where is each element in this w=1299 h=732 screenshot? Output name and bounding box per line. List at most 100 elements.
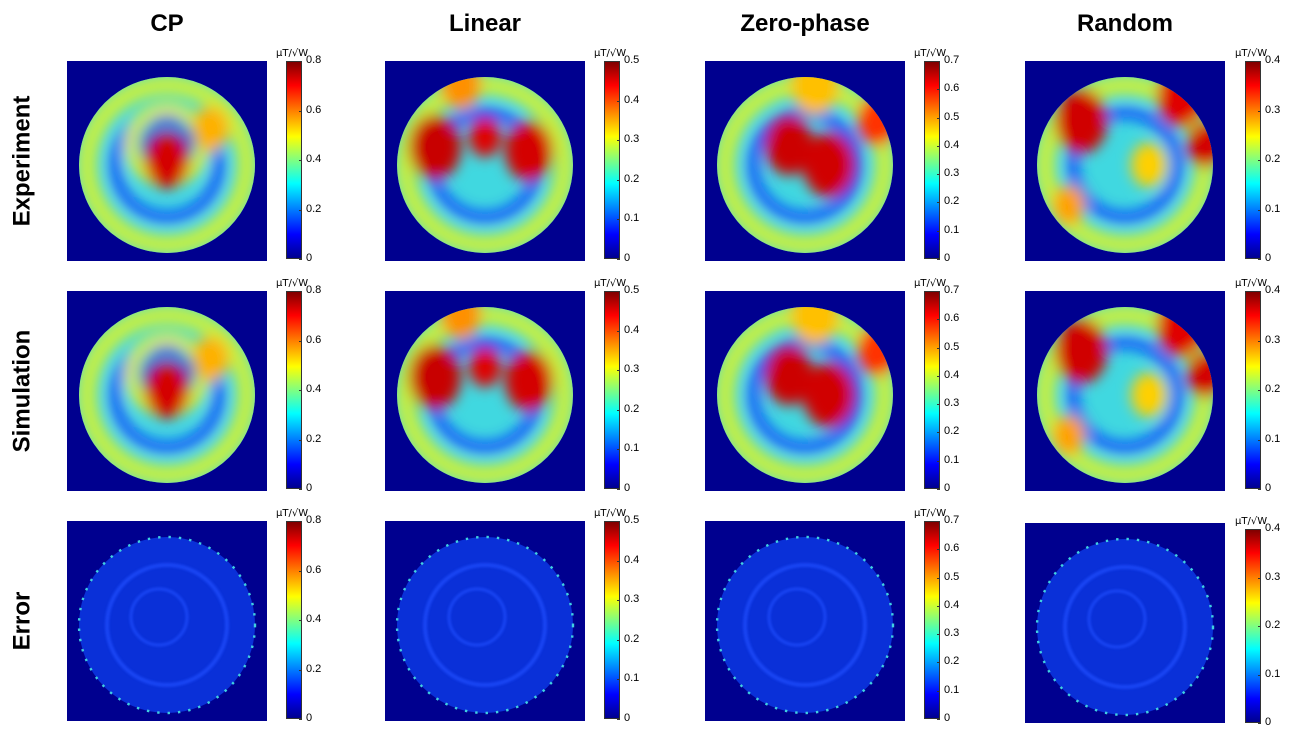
colorbar-tick-label: 0.2 (944, 655, 960, 667)
colorbar-tick-mark (937, 404, 940, 405)
colorbar-unit-label: μT/√W (276, 278, 309, 289)
colorbar-tick-label: 0.1 (1265, 203, 1281, 215)
colorbar-tick-label: 0.2 (944, 425, 960, 437)
colorbar-tick-mark (1258, 291, 1261, 292)
colorbar-tick-label: 0.4 (944, 139, 960, 151)
colorbar-unit-label: μT/√W (1235, 278, 1268, 289)
colorbar-unit-label: μT/√W (594, 508, 627, 519)
colorbar-tick-mark (1258, 259, 1261, 260)
heatmap-zero-phase-error (705, 521, 905, 721)
colorbar-tick-mark (937, 348, 940, 349)
colorbar-tick-mark (937, 461, 940, 462)
colorbar-tick-label: 0.1 (944, 454, 960, 466)
colorbar-tick-mark (937, 432, 940, 433)
colorbar-tick-label: 0.5 (944, 571, 960, 583)
heatmap-linear-error (385, 521, 585, 721)
colorbar-tick-label: 0.6 (306, 564, 322, 576)
colorbar-linear-experiment (604, 61, 620, 259)
colorbar-tick-mark (937, 259, 940, 260)
colorbar-tick-mark (617, 370, 620, 371)
colorbar-tick-label: 0.6 (944, 542, 960, 554)
colorbar-tick-mark (1258, 61, 1261, 62)
heatmap-random-experiment (1025, 61, 1225, 261)
colorbar-tick-label: 0.4 (306, 153, 322, 165)
colorbar-tick-mark (937, 174, 940, 175)
colorbar-tick-mark (617, 449, 620, 450)
colorbar-tick-mark (617, 410, 620, 411)
colorbar-tick-mark (937, 202, 940, 203)
colorbar-tick-label: 0.4 (1265, 54, 1281, 66)
colorbar-tick-mark (617, 561, 620, 562)
colorbar-tick-label: 0.7 (944, 284, 960, 296)
colorbar-tick-label: 0.4 (1265, 284, 1281, 296)
colorbar-tick-mark (617, 719, 620, 720)
colorbar-tick-mark (1258, 341, 1261, 342)
colorbar-tick-mark (299, 341, 302, 342)
colorbar-tick-label: 0.3 (944, 627, 960, 639)
colorbar-tick-label: 0.2 (306, 203, 322, 215)
colorbar-tick-label: 0.4 (624, 94, 640, 106)
colorbar-tick-label: 0.1 (944, 684, 960, 696)
colorbar-tick-mark (299, 291, 302, 292)
colorbar-tick-label: 0.6 (306, 104, 322, 116)
colorbar-tick-label: 0.5 (624, 54, 640, 66)
colorbar-tick-label: 0.6 (306, 334, 322, 346)
colorbar-tick-mark (937, 662, 940, 663)
colorbar-tick-mark (937, 634, 940, 635)
colorbar-tick-mark (617, 521, 620, 522)
colorbar-tick-mark (937, 719, 940, 720)
colorbar-tick-label: 0.1 (624, 672, 640, 684)
heatmap-cp-experiment (67, 61, 267, 261)
colorbar-tick-mark (299, 719, 302, 720)
colorbar-tick-mark (1258, 723, 1261, 724)
colorbar-tick-mark (937, 489, 940, 490)
colorbar-tick-label: 0.2 (944, 195, 960, 207)
colorbar-unit-label: μT/√W (594, 278, 627, 289)
column-title-zero-phase: Zero-phase (740, 10, 870, 37)
error-rim (715, 535, 895, 715)
colorbar-tick-mark (299, 390, 302, 391)
error-rim (395, 535, 575, 715)
colorbar-tick-mark (937, 521, 940, 522)
colorbar-tick-label: 0.2 (624, 173, 640, 185)
colorbar-tick-label: 0.1 (624, 442, 640, 454)
colorbar-tick-label: 0.3 (1265, 571, 1281, 583)
colorbar-tick-label: 0.3 (624, 133, 640, 145)
colorbar-linear-simulation (604, 291, 620, 489)
heatmap-random-error (1025, 523, 1225, 723)
colorbar-tick-label: 0 (1265, 482, 1272, 494)
error-rim (77, 535, 257, 715)
colorbar-tick-mark (937, 376, 940, 377)
colorbar-tick-label: 0.4 (306, 613, 322, 625)
colorbar-tick-mark (299, 210, 302, 211)
colorbar-tick-label: 0 (944, 712, 951, 724)
colorbar-tick-mark (937, 549, 940, 550)
colorbar-tick-label: 0.6 (944, 312, 960, 324)
colorbar-tick-label: 0.5 (944, 341, 960, 353)
colorbar-tick-mark (299, 440, 302, 441)
row-label-experiment: Experiment (7, 95, 35, 227)
colorbar-tick-label: 0.8 (306, 514, 322, 526)
heatmap-random-simulation (1025, 291, 1225, 491)
colorbar-tick-mark (937, 691, 940, 692)
colorbar-tick-label: 0.2 (1265, 619, 1281, 631)
colorbar-tick-label: 0 (944, 252, 951, 264)
colorbar-tick-mark (299, 61, 302, 62)
colorbar-unit-label: μT/√W (276, 48, 309, 59)
colorbar-tick-label: 0.4 (944, 369, 960, 381)
colorbar-unit-label: μT/√W (914, 508, 947, 519)
column-title-random: Random (1077, 10, 1173, 37)
colorbar-tick-mark (299, 571, 302, 572)
colorbar-tick-mark (1258, 210, 1261, 211)
colorbar-tick-label: 0.3 (944, 167, 960, 179)
colorbar-tick-mark (299, 160, 302, 161)
colorbar-tick-mark (937, 118, 940, 119)
colorbar-tick-label: 0.2 (1265, 383, 1281, 395)
heatmap-zero-phase-simulation (705, 291, 905, 491)
colorbar-tick-label: 0.1 (624, 212, 640, 224)
colorbar-tick-mark (1258, 440, 1261, 441)
colorbar-tick-label: 0.8 (306, 54, 322, 66)
colorbar-tick-label: 0.4 (1265, 522, 1281, 534)
colorbar-tick-label: 0.7 (944, 54, 960, 66)
colorbar-tick-label: 0 (944, 482, 951, 494)
